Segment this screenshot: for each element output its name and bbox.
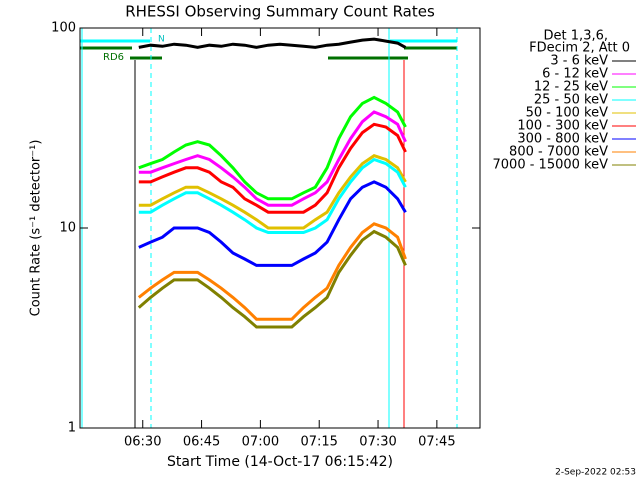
annotation: N	[158, 35, 165, 45]
x-tick-label: 07:15	[300, 435, 337, 450]
plot-area	[137, 37, 407, 329]
legend-label: 50 - 100 keV	[526, 106, 609, 121]
series-line	[137, 229, 407, 329]
x-tick-label: 07:45	[418, 435, 455, 450]
series-line	[138, 37, 407, 49]
legend-header: Det 1,3,6,	[544, 29, 608, 44]
legend-label: 7000 - 15000 keV	[493, 158, 609, 173]
x-tick-label: 06:45	[183, 435, 220, 450]
chart-title: RHESSI Observing Summary Count Rates	[125, 3, 435, 21]
legend-label: 800 - 7000 keV	[509, 145, 608, 160]
series-line	[138, 180, 407, 267]
series-line	[138, 122, 407, 214]
series-line	[138, 110, 407, 207]
y-axis-label: Count Rate (s⁻¹ detector⁻¹)	[29, 140, 44, 317]
legend-label: 300 - 800 keV	[517, 132, 608, 147]
legend-label: 25 - 50 keV	[534, 93, 608, 108]
annotation: RD6	[103, 52, 124, 63]
legend-label: 12 - 25 keV	[534, 80, 608, 95]
x-axis-label: Start Time (14-Oct-17 06:15:42)	[167, 454, 393, 470]
series-line	[137, 222, 407, 321]
x-tick-label: 07:00	[242, 435, 279, 450]
series-line	[138, 157, 407, 234]
legend-label: 100 - 300 keV	[517, 119, 608, 134]
x-tick-label: 06:30	[124, 435, 161, 450]
legend-label: 6 - 12 keV	[542, 67, 608, 82]
y-tick-label: 10	[59, 221, 76, 236]
x-tick-label: 07:30	[359, 435, 396, 450]
footer: 2-Sep-2022 02:53	[555, 468, 636, 478]
legend-header: FDecim 2, Att 0	[529, 41, 630, 56]
y-tick-label: 100	[51, 21, 76, 36]
series-line	[138, 154, 407, 230]
legend-label: 3 - 6 keV	[550, 54, 608, 69]
y-tick-label: 1	[68, 421, 76, 436]
series-line	[138, 95, 407, 201]
